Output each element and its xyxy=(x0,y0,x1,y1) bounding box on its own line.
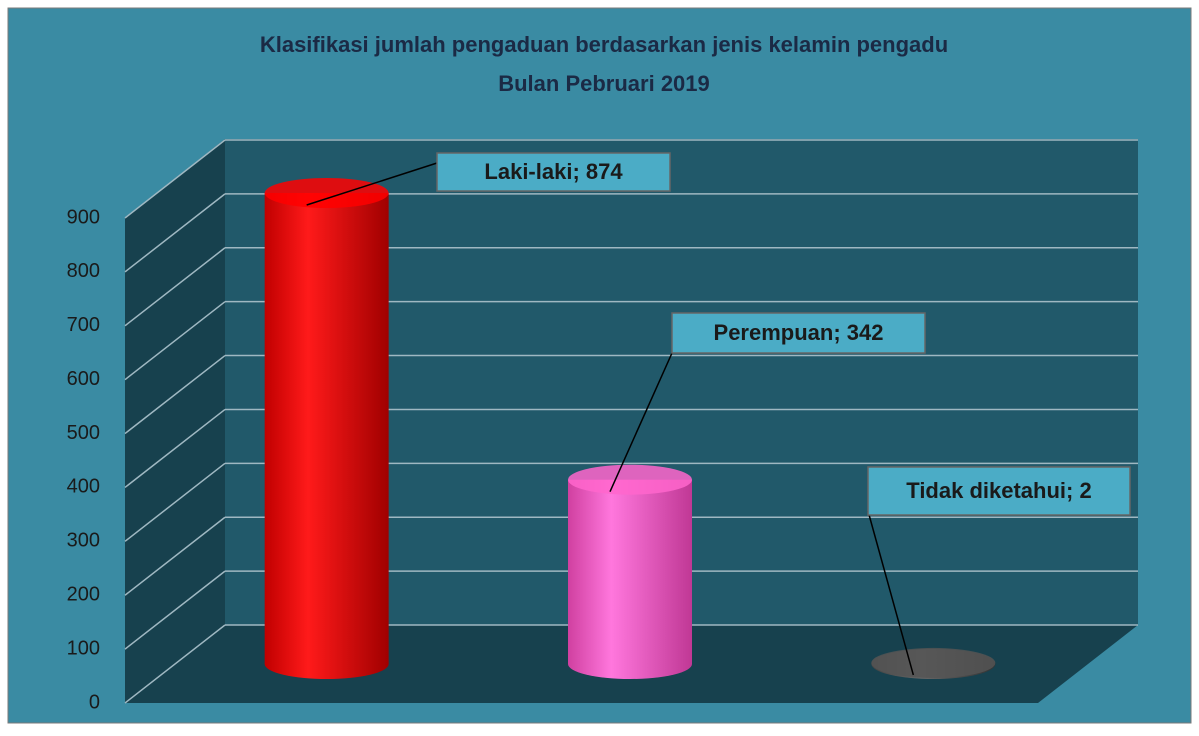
chart-subtitle: Bulan Pebruari 2019 xyxy=(498,71,710,96)
bar-top xyxy=(568,464,692,495)
y-tick-label: 800 xyxy=(67,260,100,282)
leader-line xyxy=(306,162,438,206)
y-tick-label: 700 xyxy=(67,314,100,336)
grid-line-side xyxy=(124,408,226,489)
y-tick-label: 500 xyxy=(67,422,100,444)
bar xyxy=(264,193,389,664)
side-wall xyxy=(125,139,225,703)
data-label: Perempuan; 342 xyxy=(714,320,884,345)
y-tick-label: 200 xyxy=(67,584,100,606)
data-label: Tidak diketahui; 2 xyxy=(906,478,1091,503)
bar-top xyxy=(264,178,389,209)
y-tick-label: 900 xyxy=(67,206,100,228)
grid-line-side xyxy=(124,193,226,273)
bar-top xyxy=(871,647,996,678)
y-tick-label: 400 xyxy=(67,476,100,498)
leader-line xyxy=(609,352,673,493)
y-tick-label: 0 xyxy=(89,691,100,713)
data-label: Laki-laki; 874 xyxy=(484,159,623,184)
grid-line-side xyxy=(124,462,226,542)
data-label-box xyxy=(867,466,1131,516)
grid-line-side xyxy=(124,624,226,704)
grid-line-side xyxy=(124,247,226,327)
leader-line xyxy=(867,510,915,676)
grid-line-side xyxy=(124,570,226,650)
grid-line-side xyxy=(124,139,226,219)
bar xyxy=(568,479,692,664)
data-label-box xyxy=(671,312,926,354)
y-tick-label: 100 xyxy=(67,637,100,659)
y-tick-label: 300 xyxy=(67,530,100,552)
chart-title: Klasifikasi jumlah pengaduan berdasarkan… xyxy=(260,32,948,57)
data-label-box xyxy=(436,152,671,192)
grid-line-side xyxy=(124,301,226,381)
y-tick-label: 600 xyxy=(67,368,100,390)
grid-line-side xyxy=(124,354,226,435)
grid-line-side xyxy=(124,516,226,596)
